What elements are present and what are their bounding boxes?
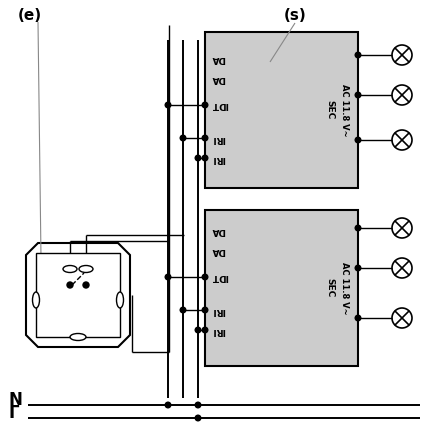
- Circle shape: [180, 135, 186, 141]
- Ellipse shape: [116, 292, 124, 308]
- Ellipse shape: [79, 265, 93, 273]
- Bar: [205, 210, 358, 366]
- Text: DA: DA: [211, 53, 225, 62]
- Text: IRI: IRI: [211, 154, 225, 163]
- Text: Γ: Γ: [8, 404, 19, 422]
- Text: AC 11.8 V~: AC 11.8 V~: [340, 84, 349, 136]
- Text: (e): (e): [18, 7, 42, 22]
- Text: DA: DA: [211, 225, 225, 234]
- Circle shape: [195, 402, 201, 408]
- Ellipse shape: [63, 265, 77, 273]
- Bar: [36, 253, 120, 337]
- Text: DA: DA: [211, 74, 225, 83]
- Circle shape: [355, 92, 361, 98]
- Circle shape: [67, 282, 73, 288]
- Text: (s): (s): [284, 7, 306, 22]
- Text: IRI: IRI: [211, 133, 225, 142]
- Circle shape: [202, 102, 208, 108]
- Text: IDT: IDT: [211, 101, 228, 110]
- Text: IRI: IRI: [211, 326, 225, 335]
- Circle shape: [180, 307, 186, 313]
- Text: AC 11.8 V~: AC 11.8 V~: [340, 262, 349, 314]
- Circle shape: [355, 315, 361, 321]
- Circle shape: [355, 225, 361, 231]
- Circle shape: [355, 52, 361, 58]
- Circle shape: [202, 155, 208, 161]
- Circle shape: [202, 307, 208, 313]
- Text: IDT: IDT: [211, 273, 228, 282]
- Text: DA: DA: [211, 246, 225, 255]
- Circle shape: [202, 327, 208, 333]
- Text: N: N: [8, 391, 22, 409]
- Text: IRI: IRI: [211, 305, 225, 314]
- Circle shape: [165, 274, 171, 280]
- Circle shape: [195, 415, 201, 421]
- Circle shape: [83, 282, 89, 288]
- Circle shape: [195, 327, 201, 333]
- Ellipse shape: [70, 334, 86, 341]
- Text: SEC: SEC: [325, 278, 334, 298]
- Circle shape: [202, 135, 208, 141]
- Circle shape: [355, 137, 361, 143]
- Circle shape: [355, 265, 361, 271]
- Circle shape: [202, 274, 208, 280]
- Circle shape: [195, 155, 201, 161]
- Circle shape: [165, 102, 171, 108]
- Ellipse shape: [32, 292, 40, 308]
- Polygon shape: [26, 243, 130, 347]
- Text: SEC: SEC: [325, 100, 334, 120]
- Bar: [205, 32, 358, 188]
- Circle shape: [165, 402, 171, 408]
